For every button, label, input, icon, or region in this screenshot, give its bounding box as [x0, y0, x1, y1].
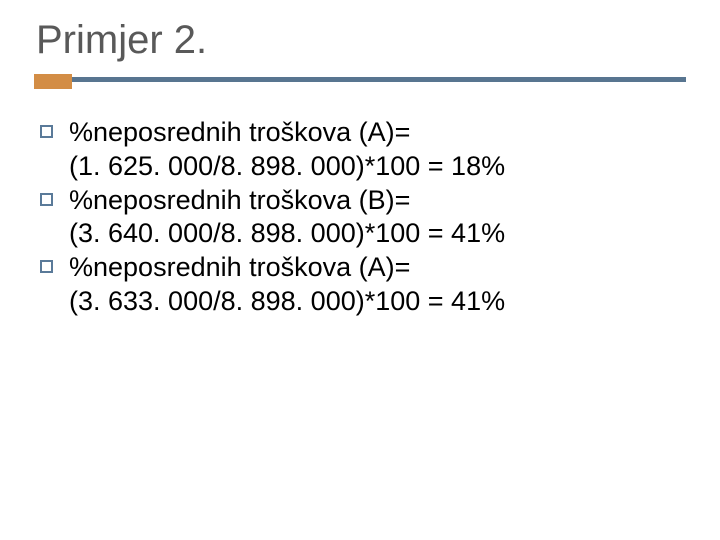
bullet-icon — [40, 260, 53, 273]
bullet-icon — [40, 125, 53, 138]
line-2: (3. 640. 000/8. 898. 000)*100 = 41% — [69, 218, 505, 248]
bullet-icon — [40, 193, 53, 206]
line-1: %neposrednih troškova (A)= — [69, 117, 410, 147]
accent-block — [34, 74, 72, 89]
list-item-text: %neposrednih troškova (A)= (3. 633. 000/… — [69, 251, 505, 319]
underline-bar — [72, 77, 686, 82]
list-item-text: %neposrednih troškova (A)= (1. 625. 000/… — [69, 116, 505, 184]
line-2: (3. 633. 000/8. 898. 000)*100 = 41% — [69, 286, 505, 316]
title-underline — [34, 76, 686, 82]
list-item: %neposrednih troškova (B)= (3. 640. 000/… — [40, 184, 686, 252]
list-item: %neposrednih troškova (A)= (1. 625. 000/… — [40, 116, 686, 184]
slide: Primjer 2. %neposrednih troškova (A)= (1… — [0, 0, 720, 540]
line-2: (1. 625. 000/8. 898. 000)*100 = 18% — [69, 151, 505, 181]
slide-title: Primjer 2. — [36, 18, 686, 62]
content-area: %neposrednih troškova (A)= (1. 625. 000/… — [34, 116, 686, 319]
list-item-text: %neposrednih troškova (B)= (3. 640. 000/… — [69, 184, 505, 252]
line-1: %neposrednih troškova (A)= — [69, 252, 410, 282]
line-1: %neposrednih troškova (B)= — [69, 185, 410, 215]
list-item: %neposrednih troškova (A)= (3. 633. 000/… — [40, 251, 686, 319]
